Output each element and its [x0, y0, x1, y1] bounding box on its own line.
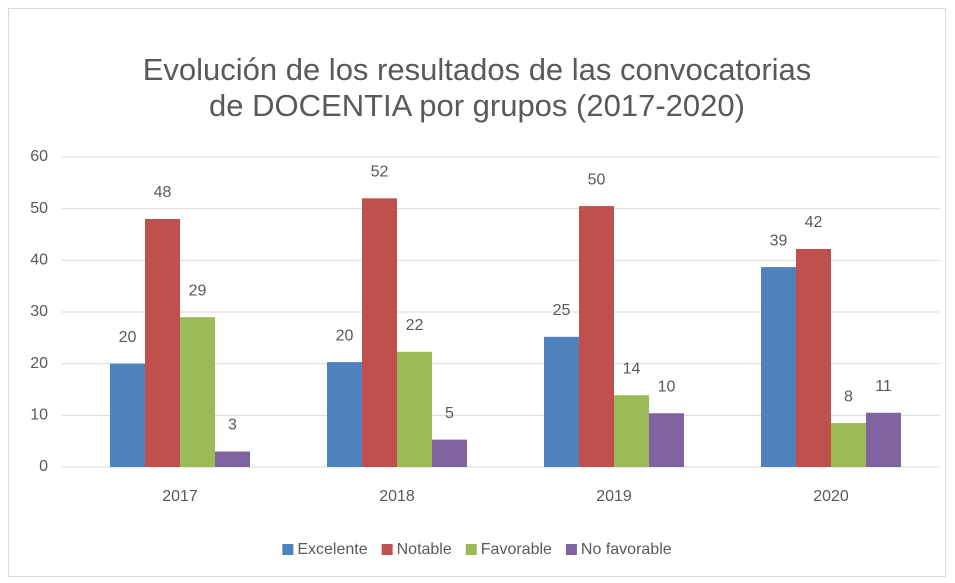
bar — [831, 423, 866, 467]
legend-label: Notable — [397, 541, 452, 558]
data-label: 22 — [406, 317, 424, 334]
data-label: 48 — [154, 184, 172, 201]
bar — [110, 363, 145, 467]
data-label: 20 — [336, 327, 354, 344]
y-tick-label: 10 — [30, 407, 48, 424]
bar — [614, 395, 649, 467]
bar — [327, 362, 362, 467]
bar — [145, 219, 180, 467]
x-tick-label: 2018 — [379, 488, 415, 505]
y-tick-label: 50 — [30, 200, 48, 217]
bar — [180, 317, 215, 467]
y-tick-label: 40 — [30, 252, 48, 269]
legend-label: Excelente — [297, 541, 367, 558]
bar — [215, 451, 250, 467]
bar — [432, 439, 467, 467]
data-label: 50 — [588, 171, 606, 188]
data-label: 39 — [770, 232, 788, 249]
bar — [544, 336, 579, 467]
bar — [649, 413, 684, 467]
y-tick-label: 30 — [30, 303, 48, 320]
legend-swatch — [465, 544, 477, 555]
data-label: 42 — [805, 214, 823, 231]
data-label: 5 — [445, 405, 454, 422]
chart-title: Evolución de los resultados de las convo… — [143, 52, 812, 87]
bar — [579, 206, 614, 468]
bar — [761, 267, 796, 467]
chart-title: de DOCENTIA por grupos (2017-2020) — [209, 88, 745, 123]
data-label: 11 — [875, 378, 892, 395]
legend-label: No favorable — [581, 541, 672, 558]
data-label: 25 — [553, 302, 571, 319]
y-tick-label: 20 — [30, 355, 48, 372]
bar — [397, 351, 432, 467]
data-label: 10 — [658, 378, 676, 395]
legend-label: Favorable — [481, 541, 552, 558]
legend-swatch — [282, 544, 294, 555]
legend-swatch — [381, 544, 393, 555]
x-tick-label: 2020 — [813, 488, 849, 505]
x-tick-label: 2017 — [162, 488, 198, 505]
bar — [866, 412, 901, 467]
data-label: 14 — [623, 360, 641, 377]
y-tick-label: 0 — [39, 458, 48, 475]
y-tick-label: 60 — [30, 148, 48, 165]
data-label: 8 — [844, 388, 853, 405]
x-tick-label: 2019 — [596, 488, 632, 505]
data-label: 52 — [371, 164, 389, 181]
bar — [362, 198, 397, 468]
data-label: 3 — [228, 417, 237, 434]
data-label: 29 — [189, 282, 207, 299]
bar — [796, 248, 831, 467]
legend-swatch — [565, 544, 577, 555]
data-label: 20 — [119, 329, 137, 346]
